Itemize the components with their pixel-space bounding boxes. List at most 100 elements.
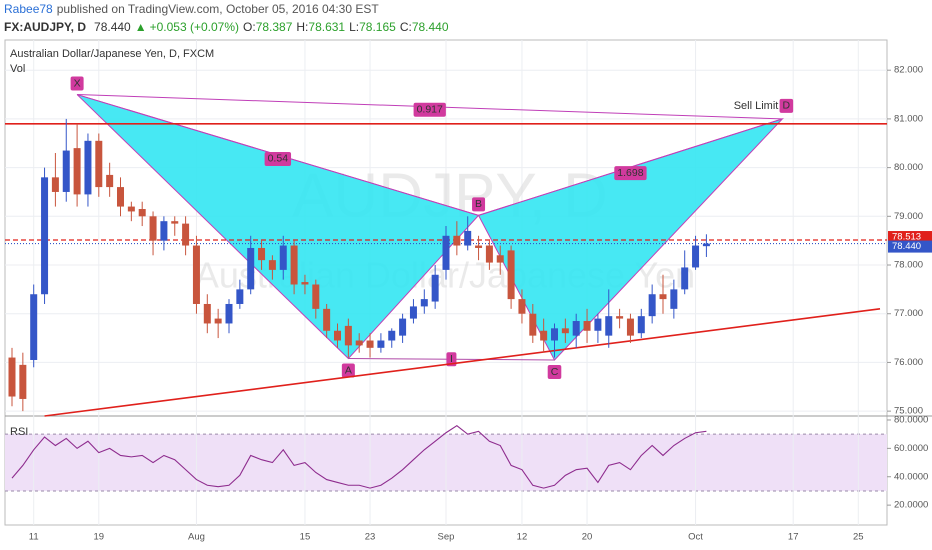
change: +0.053 (+0.07%) <box>150 20 239 34</box>
candle-body <box>247 247 255 290</box>
candle-body <box>84 140 92 195</box>
candle-body <box>117 187 124 207</box>
candle-body <box>616 316 624 319</box>
y-tick-label: 77.000 <box>894 308 923 319</box>
header-line: Rabee78 published on TradingView.com, Oct… <box>4 2 379 16</box>
ratio-label-text: 1.698 <box>617 167 643 179</box>
candle-body <box>323 308 331 331</box>
rsi-y-tick-label: 40.0000 <box>894 471 928 482</box>
candle-body <box>127 206 135 212</box>
candle-body <box>279 245 287 270</box>
candle-body <box>19 364 27 399</box>
y-tick-label: 79.000 <box>894 211 923 222</box>
price-tag <box>888 231 932 244</box>
candle-body <box>192 245 200 304</box>
price-tag <box>888 240 932 253</box>
candle-body <box>572 321 580 336</box>
candle-body <box>518 299 526 314</box>
candle-body <box>51 177 59 192</box>
candle-body <box>73 148 81 195</box>
volume-label: Vol <box>10 63 25 75</box>
rsi-line <box>11 424 707 489</box>
candle-body <box>659 294 667 300</box>
candle-body <box>41 177 49 295</box>
candle-body <box>551 328 558 341</box>
candle-body <box>399 318 407 336</box>
x-tick-label: 19 <box>94 532 105 543</box>
point-label: B <box>472 197 486 212</box>
candle-body <box>236 289 244 304</box>
rsi-y-tick-label: 60.0000 <box>894 443 928 454</box>
point-label-text: X <box>74 77 81 89</box>
candle-body <box>290 245 298 285</box>
ohlc-value: 78.440 <box>412 20 449 34</box>
ratio-label: 0.917 <box>413 102 446 117</box>
point-label-box <box>70 76 84 91</box>
candle-body <box>388 330 396 341</box>
rsi-y-tick-label: 20.0000 <box>894 500 928 511</box>
ratio-label-box <box>614 166 647 181</box>
candle-body <box>681 267 689 290</box>
candle-body <box>453 235 461 246</box>
candle-body <box>149 216 157 241</box>
point-label-box <box>472 197 486 212</box>
point-label-box <box>779 98 794 113</box>
ratio-label-text: 0.54 <box>268 153 289 165</box>
price-tag-label: 78.440 <box>892 241 921 252</box>
candle-body <box>268 260 276 270</box>
y-tick-label: 81.000 <box>894 113 923 124</box>
y-tick-label: 76.000 <box>894 357 923 368</box>
x-tick-label: 12 <box>517 532 528 543</box>
candle-body <box>138 209 146 217</box>
candle-body <box>106 174 114 188</box>
publisher: Rabee78 <box>4 2 53 16</box>
candle-body <box>648 294 656 317</box>
candle-body <box>160 221 168 241</box>
chart-title: Australian Dollar/Japanese Yen, D, FXCM <box>10 48 214 60</box>
candle-body <box>529 313 537 336</box>
candle-body <box>420 299 428 307</box>
candle-body <box>583 321 591 331</box>
candle-body <box>626 318 634 336</box>
candle-body <box>225 303 233 324</box>
ratio-label-box <box>264 151 292 166</box>
ac-label-text: I <box>450 353 453 365</box>
point-label-box <box>547 364 562 379</box>
x-tick-label: Oct <box>688 532 703 543</box>
candle-body <box>540 330 548 341</box>
ohlc-label: C: <box>400 20 412 34</box>
ratio-label: 0.54 <box>264 151 292 166</box>
ratio-label: 1.698 <box>614 166 647 181</box>
trendline <box>44 308 881 417</box>
candle-body <box>507 250 515 300</box>
point-label-text: C <box>551 366 559 378</box>
candle-body <box>182 223 190 246</box>
y-tick-label: 75.000 <box>894 406 923 417</box>
candle-body <box>214 318 222 324</box>
order-label: Sell Limit <box>734 100 779 112</box>
x-tick-label: 11 <box>29 532 39 543</box>
ohlc-label: O: <box>243 20 256 34</box>
ratio-label-text: 0.917 <box>417 104 443 116</box>
point-label: D <box>779 98 794 113</box>
x-tick-label: 17 <box>788 532 799 543</box>
price-tag-label: 78.513 <box>892 232 921 243</box>
x-tick-label: 25 <box>853 532 864 543</box>
x-tick-label: 23 <box>365 532 376 543</box>
point-label: C <box>547 364 562 379</box>
ohlc-value: 78.631 <box>308 20 345 34</box>
point-label-text: D <box>783 100 791 112</box>
candle-body <box>171 221 179 224</box>
candle-body <box>301 282 309 285</box>
candle-body <box>95 140 103 188</box>
rsi-y-tick-label: 80.0000 <box>894 414 928 425</box>
rsi-label: RSI <box>10 426 28 438</box>
y-tick-label: 82.000 <box>894 65 923 76</box>
candle-body <box>692 245 700 268</box>
y-tick-label: 78.000 <box>894 260 923 271</box>
candle-body <box>702 243 710 247</box>
candle-body <box>377 340 385 348</box>
candle-body <box>409 306 417 319</box>
candle-body <box>485 245 493 263</box>
